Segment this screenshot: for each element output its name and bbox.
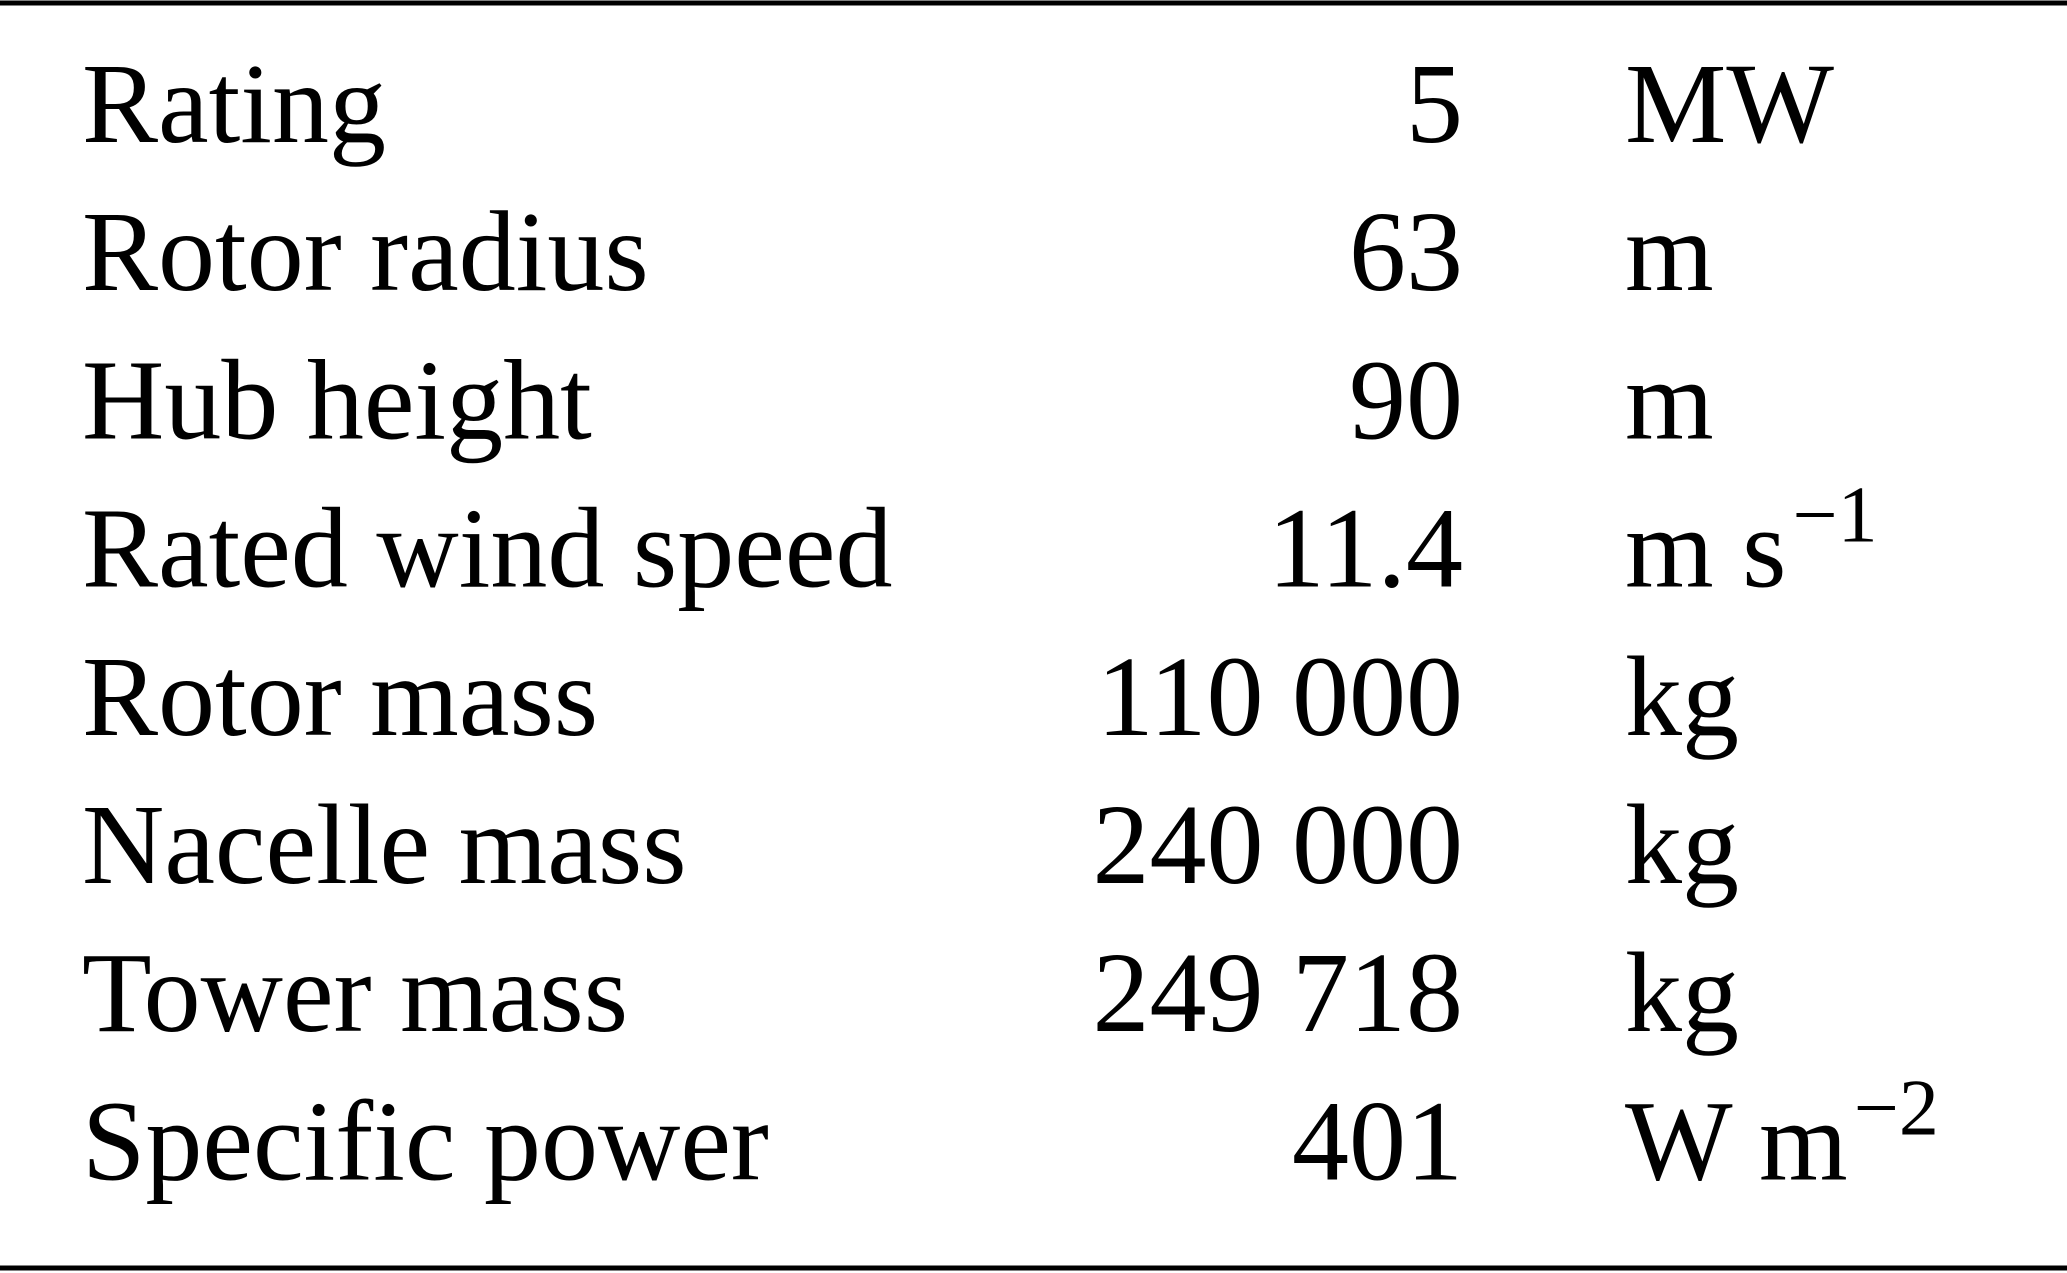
row-value: 90 — [1349, 336, 1463, 463]
row-label: Specific power — [82, 1077, 769, 1204]
row-unit: m s−1 — [1625, 472, 1878, 612]
unit-base: m — [1625, 188, 1714, 315]
row-label: Rating — [82, 40, 386, 167]
row-label: Nacelle mass — [82, 781, 687, 908]
row-value: 110 000 — [1097, 633, 1463, 760]
unit-base: MW — [1625, 40, 1834, 167]
row-label: Hub height — [82, 336, 592, 463]
unit-base: kg — [1625, 633, 1739, 760]
row-label: Rated wind speed — [82, 485, 892, 612]
unit-exponent: −1 — [1793, 472, 1878, 560]
row-label: Tower mass — [82, 929, 628, 1056]
unit-base: W m — [1625, 1077, 1848, 1204]
row-value: 240 000 — [1093, 781, 1464, 908]
unit-exponent: −2 — [1854, 1064, 1939, 1152]
row-unit: MW — [1625, 40, 1834, 167]
row-unit: kg — [1625, 781, 1739, 908]
unit-base: m s — [1625, 485, 1787, 612]
row-label: Rotor radius — [82, 188, 649, 315]
unit-base: m — [1625, 336, 1714, 463]
row-unit: kg — [1625, 633, 1739, 760]
row-value: 5 — [1406, 40, 1463, 167]
row-value: 401 — [1292, 1077, 1463, 1204]
unit-base: kg — [1625, 781, 1739, 908]
row-value: 11.4 — [1268, 485, 1463, 612]
row-value: 249 718 — [1093, 929, 1464, 1056]
row-unit: m — [1625, 336, 1714, 463]
row-label: Rotor mass — [82, 633, 598, 760]
row-unit: m — [1625, 188, 1714, 315]
row-value: 63 — [1349, 188, 1463, 315]
row-unit: kg — [1625, 929, 1739, 1056]
row-unit: W m−2 — [1625, 1064, 1939, 1204]
unit-base: kg — [1625, 929, 1739, 1056]
